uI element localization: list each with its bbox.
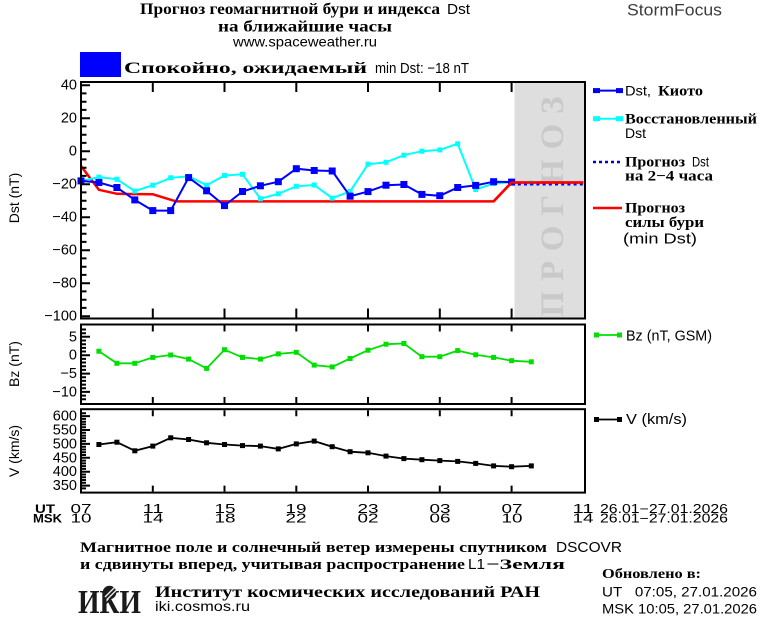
svg-text:11: 11 xyxy=(573,502,594,516)
svg-text:MSK 10:05, 27.01.2026: MSK 10:05, 27.01.2026 xyxy=(602,602,757,617)
svg-text:−5: −5 xyxy=(60,366,77,382)
svg-text:Dst,: Dst, xyxy=(625,83,651,99)
svg-text:и сдвинуты вперед, учитывая ра: и сдвинуты вперед, учитывая распростране… xyxy=(80,557,465,573)
svg-text:02: 02 xyxy=(358,512,379,526)
svg-text:−60: −60 xyxy=(52,243,77,259)
svg-text:10: 10 xyxy=(71,512,92,526)
svg-text:18: 18 xyxy=(215,512,236,526)
svg-text:силы бури: силы бури xyxy=(625,215,704,231)
svg-text:V (km/s): V (km/s) xyxy=(6,425,22,477)
svg-text:MSK: MSK xyxy=(33,514,63,526)
svg-text:Прогноз: Прогноз xyxy=(625,201,685,217)
svg-text:07: 07 xyxy=(502,502,523,516)
svg-text:Bz (nT, GSM): Bz (nT, GSM) xyxy=(626,328,712,345)
svg-text:UT: UT xyxy=(35,504,55,516)
svg-text:UT 07:05, 27.01.2026: UT 07:05, 27.01.2026 xyxy=(602,585,757,600)
svg-text:20: 20 xyxy=(61,111,77,127)
svg-text:V (km/s): V (km/s) xyxy=(626,411,687,428)
svg-text:10: 10 xyxy=(502,512,523,526)
svg-text:23: 23 xyxy=(358,502,379,516)
svg-text:0: 0 xyxy=(69,144,77,160)
svg-text:0: 0 xyxy=(69,348,77,364)
svg-text:5: 5 xyxy=(69,329,77,345)
svg-text:−40: −40 xyxy=(52,210,77,226)
svg-text:−80: −80 xyxy=(52,276,77,292)
svg-text:600: 600 xyxy=(53,409,77,425)
svg-text:iki.cosmos.ru: iki.cosmos.ru xyxy=(155,599,250,614)
svg-text:Институт космических исследова: Институт космических исследований РАН xyxy=(155,584,541,601)
svg-text:min Dst: −18 nT: min Dst: −18 nT xyxy=(375,61,469,77)
svg-text:на ближайшие часы: на ближайшие часы xyxy=(218,19,392,36)
svg-text:03: 03 xyxy=(430,502,451,516)
svg-text:26.01−27.01.2026: 26.01−27.01.2026 xyxy=(600,502,728,516)
svg-text:11: 11 xyxy=(143,502,164,516)
svg-text:Спокойно, ожидаемый: Спокойно, ожидаемый xyxy=(124,60,367,77)
svg-text:06: 06 xyxy=(430,512,451,526)
svg-text:07: 07 xyxy=(71,502,92,516)
svg-text:Dst: Dst xyxy=(625,125,646,141)
svg-text:Прогноз геомагнитной бури и ин: Прогноз геомагнитной бури и индекса xyxy=(140,1,440,18)
svg-text:−Земля: −Земля xyxy=(486,557,565,573)
svg-text:22: 22 xyxy=(286,512,307,526)
svg-text:www.spaceweather.ru: www.spaceweather.ru xyxy=(232,34,377,50)
svg-text:450: 450 xyxy=(53,450,77,466)
svg-text:−10: −10 xyxy=(52,384,77,400)
svg-text:StormFocus: StormFocus xyxy=(627,1,722,20)
svg-text:DSCOVR: DSCOVR xyxy=(556,540,622,556)
svg-text:40: 40 xyxy=(61,78,77,94)
svg-text:19: 19 xyxy=(286,502,307,516)
svg-text:Восстановленный: Восстановленный xyxy=(625,112,757,128)
svg-text:Dst: Dst xyxy=(447,2,470,18)
svg-text:−100: −100 xyxy=(44,309,77,325)
svg-text:L1: L1 xyxy=(468,557,485,573)
svg-text:Обновлено в:: Обновлено в: xyxy=(602,567,701,582)
svg-text:550: 550 xyxy=(53,423,77,439)
svg-text:400: 400 xyxy=(53,464,77,480)
svg-text:ПРОГНОЗ: ПРОГНОЗ xyxy=(535,89,571,317)
svg-text:14: 14 xyxy=(573,512,594,526)
svg-text:26.01−27.01.2026: 26.01−27.01.2026 xyxy=(600,512,728,526)
svg-text:(min Dst): (min Dst) xyxy=(623,231,697,248)
svg-text:14: 14 xyxy=(143,512,164,526)
svg-text:15: 15 xyxy=(215,502,236,516)
svg-text:500: 500 xyxy=(53,436,77,452)
svg-text:на 2−4 часа: на 2−4 часа xyxy=(625,169,714,185)
svg-text:−20: −20 xyxy=(52,177,77,193)
svg-text:Dst (nT): Dst (nT) xyxy=(6,173,22,224)
svg-text:Киото: Киото xyxy=(658,84,703,100)
svg-text:Магнитное поле и солнечный вет: Магнитное поле и солнечный ветер измерен… xyxy=(80,540,547,556)
svg-text:Bz (nT): Bz (nT) xyxy=(6,341,22,387)
svg-text:350: 350 xyxy=(53,478,77,494)
svg-text:Dst: Dst xyxy=(692,154,709,170)
svg-text:Прогноз: Прогноз xyxy=(625,155,685,171)
